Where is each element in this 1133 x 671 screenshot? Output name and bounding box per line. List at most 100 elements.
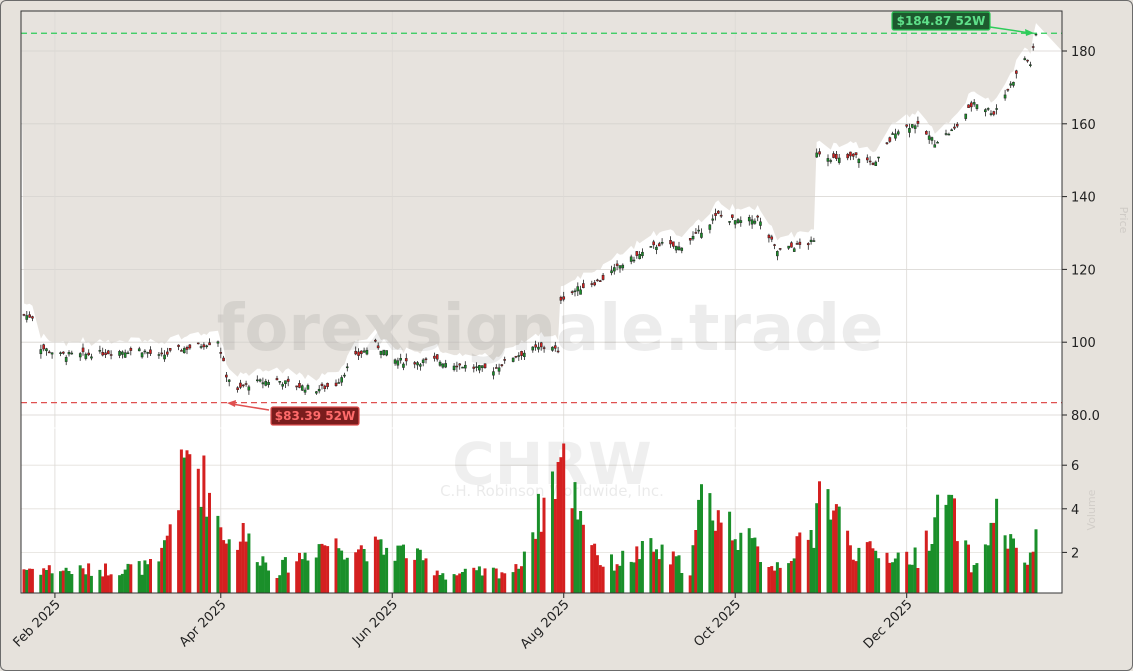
date-tick-label: Dec 2025 [861,597,916,652]
volume-bar [413,559,417,593]
volume-bar [910,564,914,593]
volume-bar [205,516,209,593]
candle-body [149,349,152,354]
volume-bar [182,457,186,593]
volume-bar [933,517,937,593]
candle-body [523,352,526,357]
volume-bar [865,542,869,593]
candle-body [717,210,720,214]
volume-bar [264,562,268,593]
volume-bar [697,499,701,593]
volume-bar [320,543,324,593]
low-52w-label: $83.39 52W [275,409,355,423]
candle-body [166,351,169,355]
candle-body [601,274,605,280]
volume-bar [1028,552,1032,593]
candle-body [98,350,102,352]
candle-body [618,265,622,269]
candle-body [837,157,841,163]
volume-bar [610,554,613,593]
candle-body [278,381,282,383]
candle-body [694,232,698,234]
candle-body [798,241,802,245]
candle-body [534,344,537,348]
volume-bar [674,556,678,593]
candle-body [317,388,321,392]
volume-bar [700,484,703,593]
volume-bar [160,547,164,593]
candle-body [298,383,301,388]
volume-bar [435,570,439,593]
volume-bar [590,545,594,593]
volume-bar [832,510,836,593]
candle-body [374,339,377,342]
volume-bar [536,493,540,593]
volume-bar [67,571,71,593]
candle-body [284,380,287,384]
candle-body [776,251,779,257]
volume-bar [281,559,285,593]
candle-body [936,141,939,144]
volume-bar [969,572,973,593]
candle-body [286,378,290,382]
volume-bar [871,548,875,593]
candle-body [47,351,51,354]
candle-body [416,362,419,366]
volume-bar [118,575,122,593]
candle-body [247,386,251,391]
candle-body [759,221,762,226]
volume-bar [382,554,386,593]
volume-bar [359,545,363,593]
candle-body [315,391,318,394]
candle-body [500,364,504,366]
candle-body [28,314,31,318]
volume-bar [255,562,259,593]
candle-body [691,235,695,240]
volume-bar [905,551,909,593]
low-52w-arrowhead [227,400,236,407]
volume-bar [888,562,892,593]
volume-bar [885,552,889,593]
volume-bar [1026,564,1029,593]
candle-body [514,355,518,358]
candle-body [674,245,678,251]
candle-body [930,137,934,141]
volume-bar [638,559,642,593]
volume-bar [950,494,954,593]
volume-bar [1034,529,1038,593]
volume-bar [896,552,900,593]
volume-bar [143,560,147,593]
volume-bar [618,565,622,593]
volume-bar [798,532,802,593]
volume-bar [165,535,169,593]
volume-bar [562,443,566,593]
volume-bar [149,559,152,593]
candle-body [81,347,85,353]
candle-body [109,354,113,356]
candle-body [573,290,577,293]
volume-bar [834,504,838,593]
price-tick-label: 140 [1071,191,1096,206]
candle-body [888,137,892,142]
candle-body [947,133,951,136]
candle-body [177,344,180,347]
candle-body [1031,46,1035,48]
candle-body [216,341,220,344]
candle-body [320,383,324,386]
candle-body [596,279,599,282]
volume-bar [924,530,928,593]
candle-body [64,357,68,362]
volume-bar [657,559,661,593]
candle-body [733,220,737,225]
candle-body [728,221,731,223]
volume-bar [826,489,830,593]
date-tick-label: Oct 2025 [691,597,744,650]
volume-bar [25,569,29,593]
candle-body [1023,58,1027,61]
candle-body [343,374,346,377]
volume-bar [491,567,495,593]
volume-bar [219,527,223,593]
volume-bar [1023,562,1027,593]
candle-body [107,350,110,355]
candle-body [621,264,625,269]
